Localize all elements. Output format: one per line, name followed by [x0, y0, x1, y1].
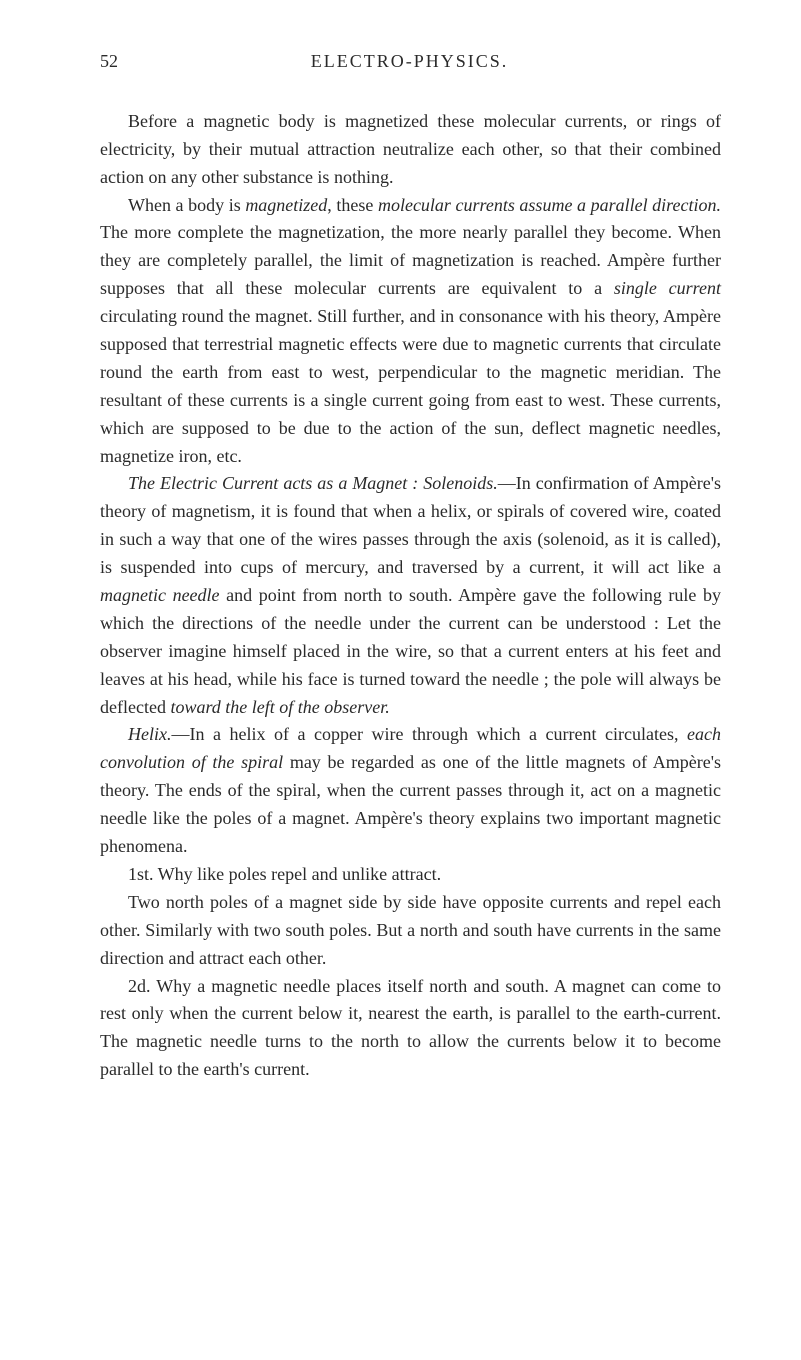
page-header: 52 ELECTRO-PHYSICS.: [100, 48, 721, 76]
p2-italic1: magnetized: [245, 195, 327, 215]
paragraph-1: Before a magnetic body is magnetized the…: [100, 108, 721, 192]
p2-italic2: molecular currents assume a parallel dir…: [378, 195, 721, 215]
p4-italic1: Helix.: [128, 724, 171, 744]
paragraph-3: The Electric Current acts as a Magnet : …: [100, 470, 721, 721]
paragraph-2: When a body is magnetized, these molecul…: [100, 192, 721, 471]
p3-italic1: The Electric Current acts as a Magnet : …: [128, 473, 498, 493]
paragraph-7: 2d. Why a magnetic needle places itself …: [100, 973, 721, 1085]
p3-italic3: toward the left of the observer.: [170, 697, 389, 717]
paragraph-6: Two north poles of a magnet side by side…: [100, 889, 721, 973]
paragraph-4: Helix.—In a helix of a copper wire throu…: [100, 721, 721, 860]
p2-text1: When a body is: [128, 195, 245, 215]
p4-text1: —In a helix of a copper wire through whi…: [171, 724, 687, 744]
p3-italic2: magnetic needle: [100, 585, 220, 605]
p2-text4: circulating round the magnet. Still furt…: [100, 306, 721, 465]
paragraph-5: 1st. Why like poles repel and unlike att…: [100, 861, 721, 889]
p2-italic3: single current: [614, 278, 721, 298]
p2-text2: , these: [327, 195, 378, 215]
page-title: ELECTRO-PHYSICS.: [311, 48, 509, 76]
page-number: 52: [100, 48, 118, 76]
